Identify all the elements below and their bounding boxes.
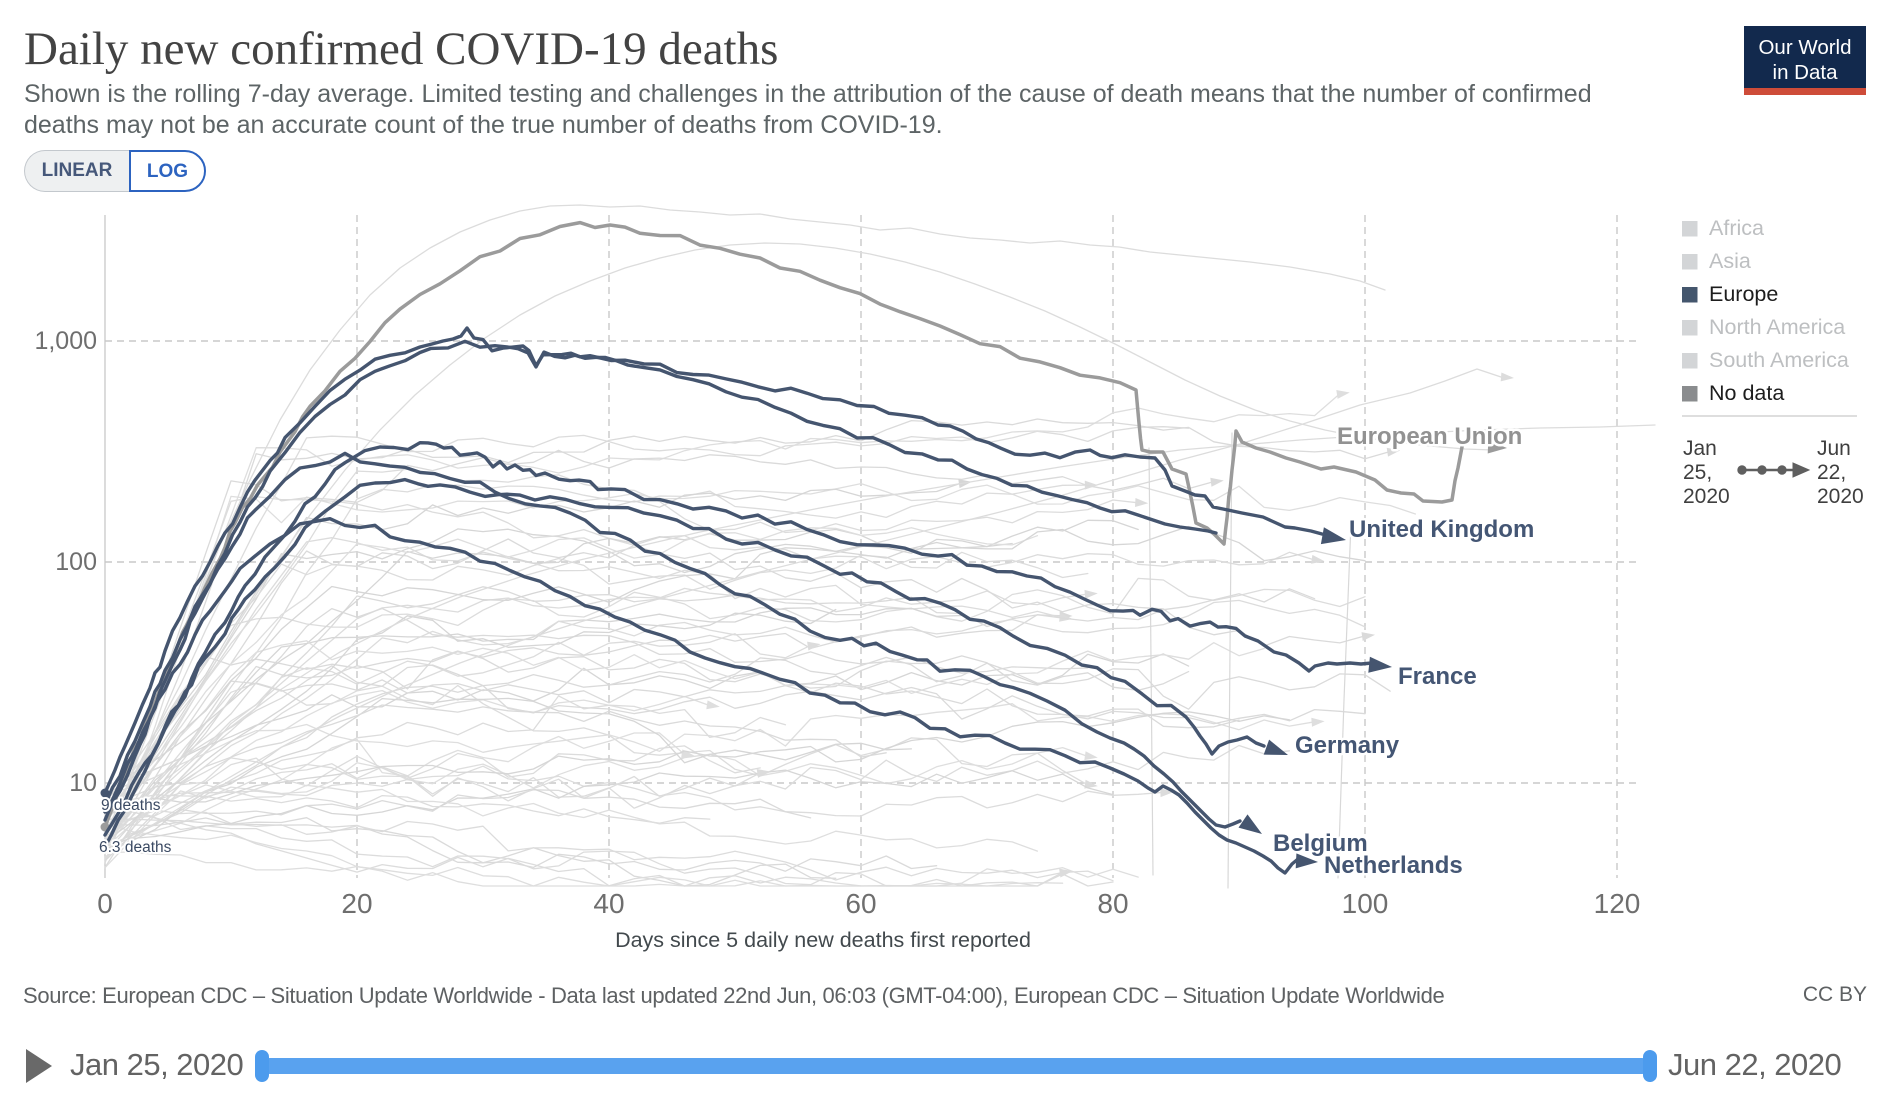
svg-text:2020: 2020 <box>1683 485 1730 508</box>
svg-text:United Kingdom: United Kingdom <box>1349 516 1534 543</box>
svg-text:Belgium: Belgium <box>1273 830 1368 857</box>
svg-text:80: 80 <box>1097 888 1128 919</box>
svg-text:Europe: Europe <box>1709 282 1778 306</box>
svg-text:9 deaths: 9 deaths <box>101 797 161 814</box>
svg-text:Jun: Jun <box>1817 437 1851 460</box>
svg-text:Days since 5 daily new deaths: Days since 5 daily new deaths first repo… <box>615 928 1031 952</box>
svg-text:Asia: Asia <box>1709 249 1751 273</box>
svg-text:40: 40 <box>593 888 624 919</box>
svg-text:1,000: 1,000 <box>34 327 97 355</box>
svg-text:European Union: European Union <box>1337 423 1522 450</box>
svg-text:100: 100 <box>1342 888 1389 919</box>
svg-text:Jan: Jan <box>1683 437 1717 460</box>
svg-text:22,: 22, <box>1817 461 1846 484</box>
svg-text:10: 10 <box>69 769 97 797</box>
svg-text:Netherlands: Netherlands <box>1324 852 1463 879</box>
svg-text:100: 100 <box>55 548 97 576</box>
svg-text:No data: No data <box>1709 381 1784 405</box>
svg-text:120: 120 <box>1594 888 1641 919</box>
svg-text:20: 20 <box>341 888 372 919</box>
svg-text:0: 0 <box>97 888 113 919</box>
svg-text:25,: 25, <box>1683 461 1712 484</box>
svg-text:2020: 2020 <box>1817 485 1864 508</box>
svg-text:6.3 deaths: 6.3 deaths <box>99 839 172 856</box>
svg-text:France: France <box>1398 663 1477 690</box>
svg-text:South America: South America <box>1709 348 1849 372</box>
svg-text:60: 60 <box>845 888 876 919</box>
svg-text:North America: North America <box>1709 315 1845 339</box>
svg-text:Africa: Africa <box>1709 216 1764 240</box>
svg-text:Germany: Germany <box>1295 732 1400 759</box>
